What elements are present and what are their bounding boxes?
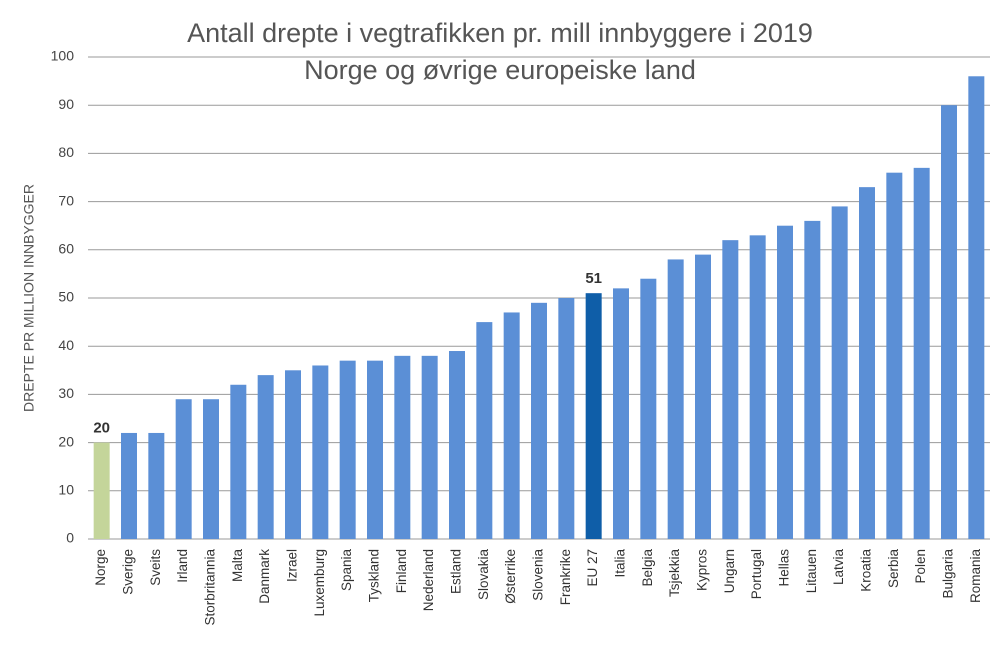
y-tick-label: 40 bbox=[58, 337, 74, 353]
bar bbox=[449, 351, 465, 539]
x-tick-label: Slovenia bbox=[531, 549, 546, 601]
x-tick-label: Tyskland bbox=[367, 549, 382, 602]
y-tick-label: 70 bbox=[58, 192, 74, 208]
bar bbox=[421, 355, 438, 539]
x-tick-label: Danmark bbox=[257, 549, 272, 604]
bar bbox=[667, 259, 684, 539]
bar bbox=[230, 384, 247, 539]
x-tick-label: Sveits bbox=[148, 549, 163, 586]
bar bbox=[640, 278, 657, 539]
x-tick-label: Belgia bbox=[640, 549, 655, 587]
bar bbox=[777, 225, 793, 539]
x-tick-label: Romania bbox=[968, 549, 983, 604]
x-tick-label: Nederland bbox=[421, 549, 436, 611]
x-tick-label: Polen bbox=[913, 549, 928, 584]
y-tick-label: 80 bbox=[58, 144, 74, 160]
x-tick-label: Irland bbox=[175, 549, 190, 583]
y-tick-label: 50 bbox=[58, 289, 74, 305]
bar bbox=[394, 355, 411, 539]
x-tick-label: Litauen bbox=[804, 549, 819, 593]
bar bbox=[585, 293, 602, 539]
y-tick-label: 10 bbox=[58, 482, 74, 498]
y-tick-label: 60 bbox=[58, 241, 74, 257]
x-tick-label: Østerrike bbox=[503, 549, 518, 604]
bar bbox=[749, 235, 766, 539]
bar bbox=[339, 360, 356, 539]
x-tick-label: Serbia bbox=[886, 549, 901, 589]
bar bbox=[941, 105, 957, 539]
x-tick-label: Norge bbox=[93, 549, 108, 586]
x-tick-label: Hellas bbox=[777, 549, 792, 587]
data-label: 51 bbox=[585, 270, 602, 287]
x-tick-label: Estland bbox=[449, 549, 464, 594]
bar bbox=[695, 254, 711, 539]
bar bbox=[886, 172, 903, 539]
bar bbox=[203, 399, 219, 539]
x-tick-label: Italia bbox=[613, 549, 628, 578]
bar bbox=[257, 375, 274, 539]
bar bbox=[913, 167, 930, 540]
x-tick-label: Storbritannia bbox=[203, 549, 218, 626]
bar bbox=[558, 298, 575, 539]
x-tick-label: Bulgaria bbox=[941, 549, 956, 599]
x-tick-label: Sverige bbox=[121, 549, 136, 595]
x-tick-label: Portugal bbox=[749, 549, 764, 599]
bar bbox=[367, 360, 383, 539]
bar bbox=[476, 322, 493, 539]
bar bbox=[312, 365, 329, 539]
x-tick-label: Malta bbox=[230, 549, 245, 583]
bar bbox=[121, 432, 137, 539]
bar bbox=[503, 312, 520, 539]
y-axis-title: DREPTE PR MILLION INNBYGGER bbox=[21, 184, 37, 412]
x-tick-label: Finland bbox=[394, 549, 409, 593]
x-tick-label: Luxemburg bbox=[312, 549, 327, 617]
bar bbox=[613, 288, 629, 539]
x-tick-label: Slovakia bbox=[476, 549, 491, 601]
x-tick-label: Kroatia bbox=[859, 549, 874, 592]
x-tick-label: Tsjekkia bbox=[667, 549, 682, 598]
x-tick-label: Izrael bbox=[285, 549, 300, 582]
x-tick-label: EU 27 bbox=[585, 549, 600, 587]
bar bbox=[831, 206, 848, 540]
bar bbox=[285, 370, 301, 539]
x-tick-label: Ungarn bbox=[722, 549, 737, 593]
chart-title: Antall drepte i vegtrafikken pr. mill in… bbox=[187, 18, 813, 48]
bar bbox=[859, 187, 875, 539]
x-tick-label: Frankrike bbox=[558, 549, 573, 605]
y-tick-label: 100 bbox=[51, 48, 75, 64]
y-tick-label: 90 bbox=[58, 96, 74, 112]
bar bbox=[93, 442, 110, 539]
x-tick-label: Latvia bbox=[831, 549, 846, 586]
bar bbox=[175, 399, 192, 539]
x-tick-label: Spania bbox=[339, 549, 354, 592]
y-tick-label: 30 bbox=[58, 385, 74, 401]
data-label: 20 bbox=[93, 420, 110, 437]
bar bbox=[968, 76, 985, 539]
y-tick-label: 20 bbox=[58, 433, 74, 449]
bar bbox=[722, 240, 739, 539]
chart-subtitle: Norge og øvrige europeiske land bbox=[304, 55, 696, 85]
x-tick-label: Kypros bbox=[695, 549, 710, 591]
bar bbox=[804, 220, 821, 539]
y-tick-label: 0 bbox=[66, 530, 74, 546]
bar bbox=[531, 302, 547, 539]
bar bbox=[148, 432, 165, 539]
